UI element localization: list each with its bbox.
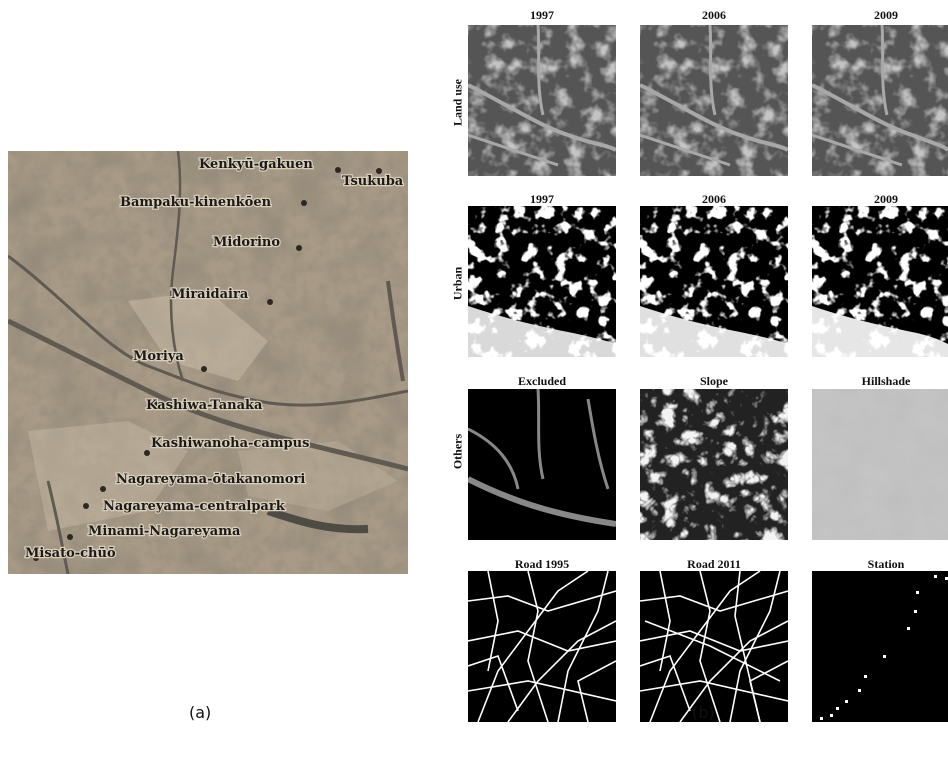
caption-b: (b) [692,703,715,722]
satellite-map: Kenkyū-gakuen Tsukuba Bampaku-kinenkōen … [6,150,409,575]
station-markers [33,167,382,561]
caption-a: (a) [189,703,212,722]
panel-road-2011 [639,570,789,723]
panel-title-road-2011: Road 2011 [687,557,741,571]
panel-station [812,571,948,722]
panel-urban-2009 [812,206,948,357]
panel-title-landuse-2006: 2006 [702,8,726,22]
panel-slope [640,389,788,540]
station-label-nagareyama-otakanomori: Nagareyama-ōtakanomori [116,472,305,487]
station-label-miraidaira: Miraidaira [171,287,249,302]
panel-urban-1997 [468,206,616,357]
panel-excluded [466,388,617,540]
station-label-moriya: Moriya [133,349,184,364]
panel-title-excluded: Excluded [517,374,566,388]
panel-title-landuse-1997: 1997 [530,8,554,22]
panel-urban-2006 [640,206,788,357]
station-label-kenkyu-gakuen: Kenkyū-gakuen [199,157,313,172]
station-label-midorino: Midorino [213,235,280,250]
station-label-bampaku-kinenkoen: Bampaku-kinenkōen [120,195,272,210]
panel-title-urban-1997: 1997 [530,192,554,206]
row-label-urban: Urban [450,266,465,301]
panel-title-urban-2006: 2006 [702,192,726,206]
panel-title-landuse-2009: 2009 [874,8,898,22]
station-label-misato-chuo: Misato-chūō [25,546,116,561]
row-label-land-use: Land use [450,78,465,127]
row-label-others: Others [450,433,465,470]
panel-landuse-1997 [467,24,618,176]
panel-landuse-2009 [811,24,948,176]
station-label-minami-nagareyama: Minami-Nagareyama [88,524,241,539]
panel-title-road-1995: Road 1995 [514,557,570,571]
panel-landuse-2006 [639,24,790,176]
station-label-kashiwa-tanaka: Kashiwa-Tanaka [146,398,263,413]
panel-title-urban-2009: 2009 [874,192,898,206]
panel-title-slope: Slope [699,374,728,388]
panel-title-station: Station [867,557,905,571]
panel-hillshade [812,389,948,540]
station-label-tsukuba: Tsukuba [342,174,404,189]
station-label-kashiwanoha-campus: Kashiwanoha-campus [151,436,309,451]
panel-title-hillshade: Hillshade [861,374,911,388]
panel-road-1995 [467,570,617,723]
station-label-nagareyama-centralpark: Nagareyama-centralpark [103,499,286,514]
